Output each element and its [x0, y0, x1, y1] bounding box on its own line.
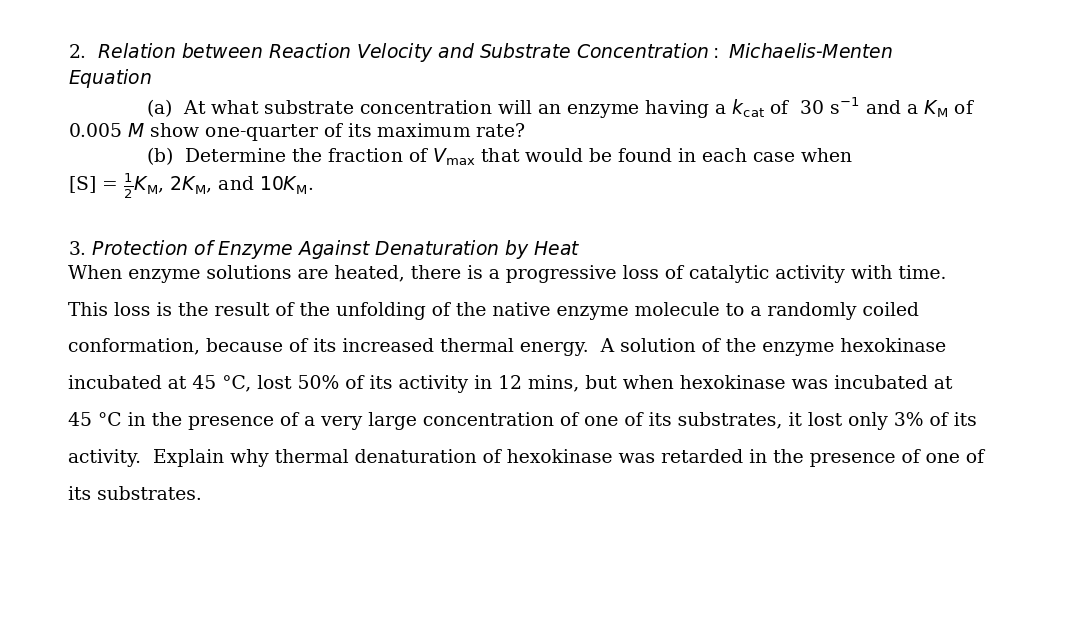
Text: [S] = $\frac{1}{2}$$K_{\rm M}$, $2K_{\rm M}$, and $10K_{\rm M}$.: [S] = $\frac{1}{2}$$K_{\rm M}$, $2K_{\rm… — [68, 171, 313, 201]
Text: 45 °C in the presence of a very large concentration of one of its substrates, it: 45 °C in the presence of a very large co… — [68, 412, 976, 430]
Text: incubated at 45 °C, lost 50% of its activity in 12 mins, but when hexokinase was: incubated at 45 °C, lost 50% of its acti… — [68, 375, 953, 393]
Text: 3. $\bf{\it{Protection\ of\ Enzyme\ Against\ Denaturation\ by\ Heat}}$: 3. $\bf{\it{Protection\ of\ Enzyme\ Agai… — [68, 238, 580, 261]
Text: This loss is the result of the unfolding of the native enzyme molecule to a rand: This loss is the result of the unfolding… — [68, 302, 919, 319]
Text: conformation, because of its increased thermal energy.  A solution of the enzyme: conformation, because of its increased t… — [68, 338, 946, 356]
Text: 0.005 $M$ show one-quarter of its maximum rate?: 0.005 $M$ show one-quarter of its maximu… — [68, 121, 525, 143]
Text: When enzyme solutions are heated, there is a progressive loss of catalytic activ: When enzyme solutions are heated, there … — [68, 265, 946, 283]
Text: (a)  At what substrate concentration will an enzyme having a $k_{\rm cat}$ of  3: (a) At what substrate concentration will… — [146, 95, 975, 121]
Text: $\bf{\it{Equation}}$: $\bf{\it{Equation}}$ — [68, 67, 151, 90]
Text: (b)  Determine the fraction of $V_{\rm max}$ that would be found in each case wh: (b) Determine the fraction of $V_{\rm ma… — [146, 146, 853, 168]
Text: activity.  Explain why thermal denaturation of hexokinase was retarded in the pr: activity. Explain why thermal denaturati… — [68, 449, 984, 467]
Text: 2.  $\bf{\it{Relation\ between\ Reaction\ Velocity\ and\ Substrate\ Concentratio: 2. $\bf{\it{Relation\ between\ Reaction\… — [68, 41, 893, 64]
Text: its substrates.: its substrates. — [68, 486, 202, 504]
